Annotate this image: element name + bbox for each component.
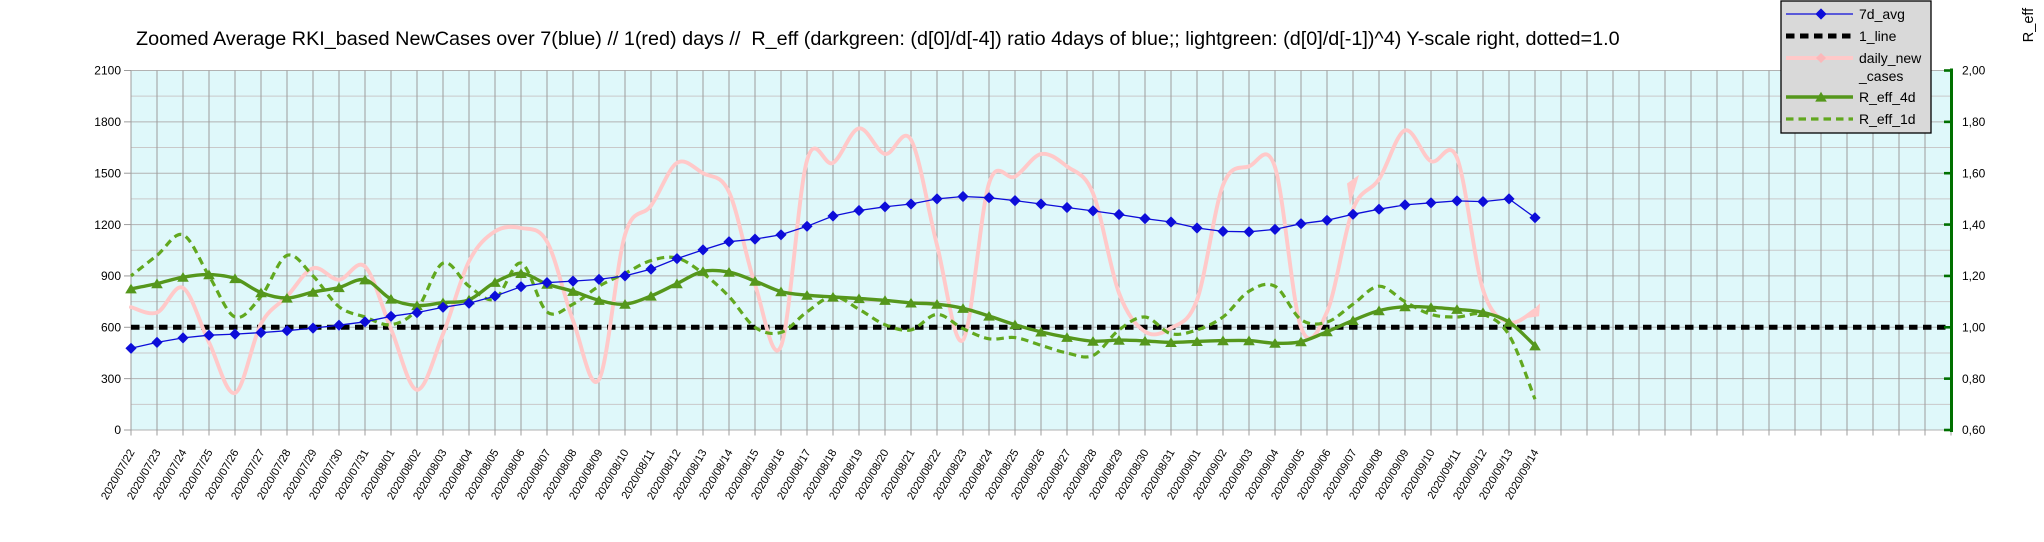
svg-text:1,80: 1,80	[1962, 115, 1986, 129]
svg-text:R_eff_4d: R_eff_4d	[1859, 89, 1916, 105]
svg-text:600: 600	[101, 321, 121, 335]
svg-text:1,00: 1,00	[1962, 321, 1986, 335]
svg-text:1,60: 1,60	[1962, 166, 1986, 180]
svg-text:daily_new: daily_new	[1859, 50, 1922, 66]
svg-text:900: 900	[101, 269, 121, 283]
svg-text:R_eff: R_eff	[2021, 7, 2037, 42]
svg-text:0,80: 0,80	[1962, 372, 1986, 386]
svg-text:1500: 1500	[94, 166, 121, 180]
svg-text:Zoomed Average RKI_based NewCa: Zoomed Average RKI_based NewCases over 7…	[136, 28, 1620, 50]
svg-text:300: 300	[101, 372, 121, 386]
svg-text:1_line: 1_line	[1859, 28, 1897, 44]
svg-text:1800: 1800	[94, 115, 121, 129]
svg-text:1,40: 1,40	[1962, 218, 1986, 232]
svg-text:2100: 2100	[94, 64, 121, 78]
svg-text:0,60: 0,60	[1962, 423, 1986, 437]
svg-text:2,00: 2,00	[1962, 64, 1986, 78]
svg-text:7d_avg: 7d_avg	[1859, 6, 1905, 22]
svg-text:0: 0	[114, 423, 121, 437]
svg-text:R_eff_1d: R_eff_1d	[1859, 111, 1916, 127]
svg-text:1,20: 1,20	[1962, 269, 1986, 283]
svg-text:1200: 1200	[94, 218, 121, 232]
svg-text:_cases: _cases	[1858, 68, 1903, 84]
